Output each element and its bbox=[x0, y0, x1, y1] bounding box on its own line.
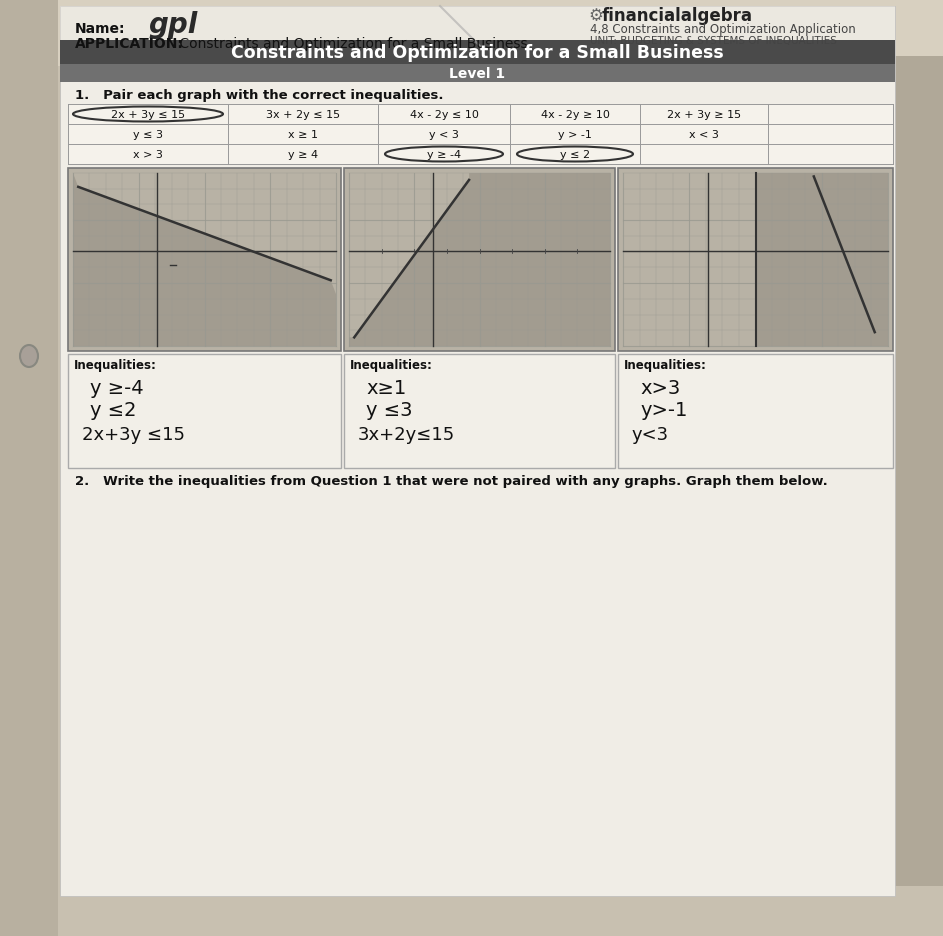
FancyBboxPatch shape bbox=[618, 355, 893, 469]
Text: Inequalities:: Inequalities: bbox=[350, 359, 433, 373]
Text: Name:: Name: bbox=[75, 22, 125, 36]
Text: x>3: x>3 bbox=[640, 378, 680, 397]
Text: y ≥-4: y ≥-4 bbox=[90, 378, 143, 397]
Text: gpl: gpl bbox=[148, 11, 197, 39]
Polygon shape bbox=[349, 174, 610, 346]
FancyBboxPatch shape bbox=[344, 355, 615, 469]
Text: 4x - 2y ≤ 10: 4x - 2y ≤ 10 bbox=[409, 110, 478, 120]
Polygon shape bbox=[0, 0, 58, 936]
Text: x > 3: x > 3 bbox=[133, 150, 163, 160]
FancyBboxPatch shape bbox=[895, 57, 943, 886]
Text: Inequalities:: Inequalities: bbox=[74, 359, 157, 373]
Text: UNIT: BUDGETING & SYSTEMS OF INEQUALITIES: UNIT: BUDGETING & SYSTEMS OF INEQUALITIE… bbox=[590, 36, 836, 46]
Text: x ≥ 1: x ≥ 1 bbox=[288, 130, 318, 139]
Text: 4x - 2y ≥ 10: 4x - 2y ≥ 10 bbox=[540, 110, 609, 120]
Text: 2x+3y ≤15: 2x+3y ≤15 bbox=[82, 426, 185, 444]
FancyBboxPatch shape bbox=[60, 65, 895, 83]
Polygon shape bbox=[755, 174, 888, 346]
Text: 3x+2y≤15: 3x+2y≤15 bbox=[358, 426, 455, 444]
FancyBboxPatch shape bbox=[0, 0, 943, 67]
Text: y > -1: y > -1 bbox=[558, 130, 592, 139]
Text: 2x + 3y ≥ 15: 2x + 3y ≥ 15 bbox=[667, 110, 741, 120]
Text: APPLICATION:: APPLICATION: bbox=[75, 37, 184, 51]
FancyBboxPatch shape bbox=[60, 41, 895, 65]
Text: 3x + 2y ≤ 15: 3x + 2y ≤ 15 bbox=[266, 110, 340, 120]
Text: Constraints and Optimization for a Small Business: Constraints and Optimization for a Small… bbox=[231, 44, 723, 62]
Text: financialalgebra: financialalgebra bbox=[602, 7, 753, 25]
FancyBboxPatch shape bbox=[68, 168, 341, 352]
FancyBboxPatch shape bbox=[68, 355, 341, 469]
Ellipse shape bbox=[20, 345, 38, 368]
Text: y ≤3: y ≤3 bbox=[366, 401, 412, 420]
Text: Level 1: Level 1 bbox=[449, 67, 505, 80]
Text: y>-1: y>-1 bbox=[640, 401, 687, 420]
Polygon shape bbox=[73, 174, 336, 346]
Text: y ≥ -4: y ≥ -4 bbox=[427, 150, 461, 160]
FancyBboxPatch shape bbox=[60, 7, 895, 896]
Text: y<3: y<3 bbox=[632, 426, 670, 444]
Text: y ≤2: y ≤2 bbox=[90, 401, 137, 420]
Text: x≥1: x≥1 bbox=[366, 378, 406, 397]
Text: Constraints and Optimization for a Small Business: Constraints and Optimization for a Small… bbox=[175, 37, 528, 51]
Text: 2.   Write the inequalities from Question 1 that were not paired with any graphs: 2. Write the inequalities from Question … bbox=[75, 475, 828, 488]
Text: y ≤ 3: y ≤ 3 bbox=[133, 130, 163, 139]
Text: x < 3: x < 3 bbox=[689, 130, 719, 139]
FancyBboxPatch shape bbox=[60, 7, 895, 57]
Text: y < 3: y < 3 bbox=[429, 130, 459, 139]
FancyBboxPatch shape bbox=[68, 105, 893, 165]
Text: ⚙: ⚙ bbox=[588, 7, 603, 25]
Text: Inequalities:: Inequalities: bbox=[624, 359, 707, 373]
Text: 4,8 Constraints and Optimization Application: 4,8 Constraints and Optimization Applica… bbox=[590, 22, 855, 36]
Text: 2x + 3y ≤ 15: 2x + 3y ≤ 15 bbox=[111, 110, 185, 120]
Text: y ≥ 4: y ≥ 4 bbox=[288, 150, 318, 160]
Text: 1.   Pair each graph with the correct inequalities.: 1. Pair each graph with the correct ineq… bbox=[75, 88, 443, 101]
Text: y ≤ 2: y ≤ 2 bbox=[560, 150, 590, 160]
FancyBboxPatch shape bbox=[344, 168, 615, 352]
FancyBboxPatch shape bbox=[618, 168, 893, 352]
